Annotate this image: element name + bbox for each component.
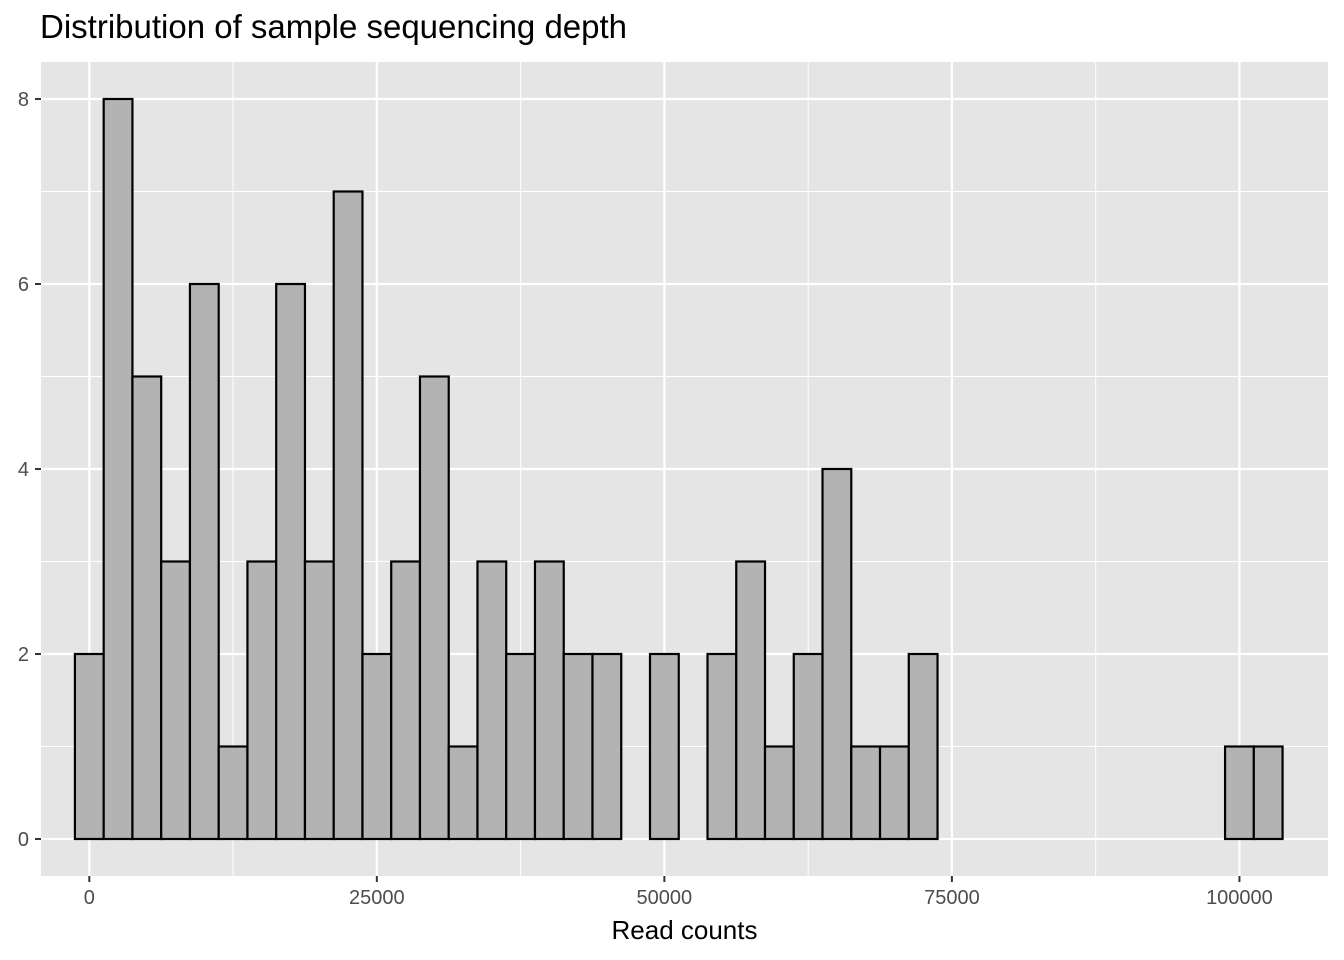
histogram-bar <box>821 467 853 841</box>
histogram-bar <box>1223 745 1255 841</box>
histogram-bar <box>217 745 249 841</box>
histogram-bar <box>706 652 738 841</box>
histogram-bar <box>188 282 220 841</box>
histogram-bar <box>763 745 795 841</box>
y-tick-label: 0 <box>18 829 29 851</box>
x-tick-label: 0 <box>84 887 95 909</box>
histogram-bar <box>447 745 479 841</box>
histogram-bar <box>332 190 364 841</box>
histogram-bars <box>73 97 1284 841</box>
histogram-bar <box>131 375 163 841</box>
x-axis-title: Read counts <box>612 915 758 945</box>
histogram-bar <box>591 652 623 841</box>
histogram-bar <box>562 652 594 841</box>
histogram-bar <box>160 560 192 841</box>
chart-title: Distribution of sample sequencing depth <box>40 8 628 45</box>
histogram-bar <box>275 282 307 841</box>
histogram-bar <box>735 560 767 841</box>
x-tick-label: 75000 <box>924 887 980 909</box>
histogram-bar <box>792 652 824 841</box>
y-tick-label: 8 <box>18 89 29 111</box>
histogram-bar <box>102 97 134 841</box>
x-tick-label: 25000 <box>349 887 405 909</box>
histogram-bar <box>246 560 278 841</box>
y-axis: 0 2 4 6 8 <box>18 89 41 851</box>
x-tick-label: 100000 <box>1206 887 1273 909</box>
y-tick-label: 6 <box>18 274 29 296</box>
histogram-bar <box>505 652 537 841</box>
histogram-bar <box>418 375 450 841</box>
histogram-bar <box>648 652 680 841</box>
histogram-bar <box>907 652 939 841</box>
histogram-bar <box>73 652 105 841</box>
histogram-bar <box>850 745 882 841</box>
histogram-bar <box>476 560 508 841</box>
histogram-bar <box>878 745 910 841</box>
histogram-bar <box>390 560 422 841</box>
y-tick-label: 4 <box>18 459 29 481</box>
x-tick-label: 50000 <box>637 887 693 909</box>
y-tick-label: 2 <box>18 644 29 666</box>
histogram-bar <box>533 560 565 841</box>
histogram-bar <box>361 652 393 841</box>
histogram-bar <box>303 560 335 841</box>
histogram-bar <box>1252 745 1284 841</box>
x-axis: 0 25000 50000 75000 100000 <box>84 876 1273 909</box>
